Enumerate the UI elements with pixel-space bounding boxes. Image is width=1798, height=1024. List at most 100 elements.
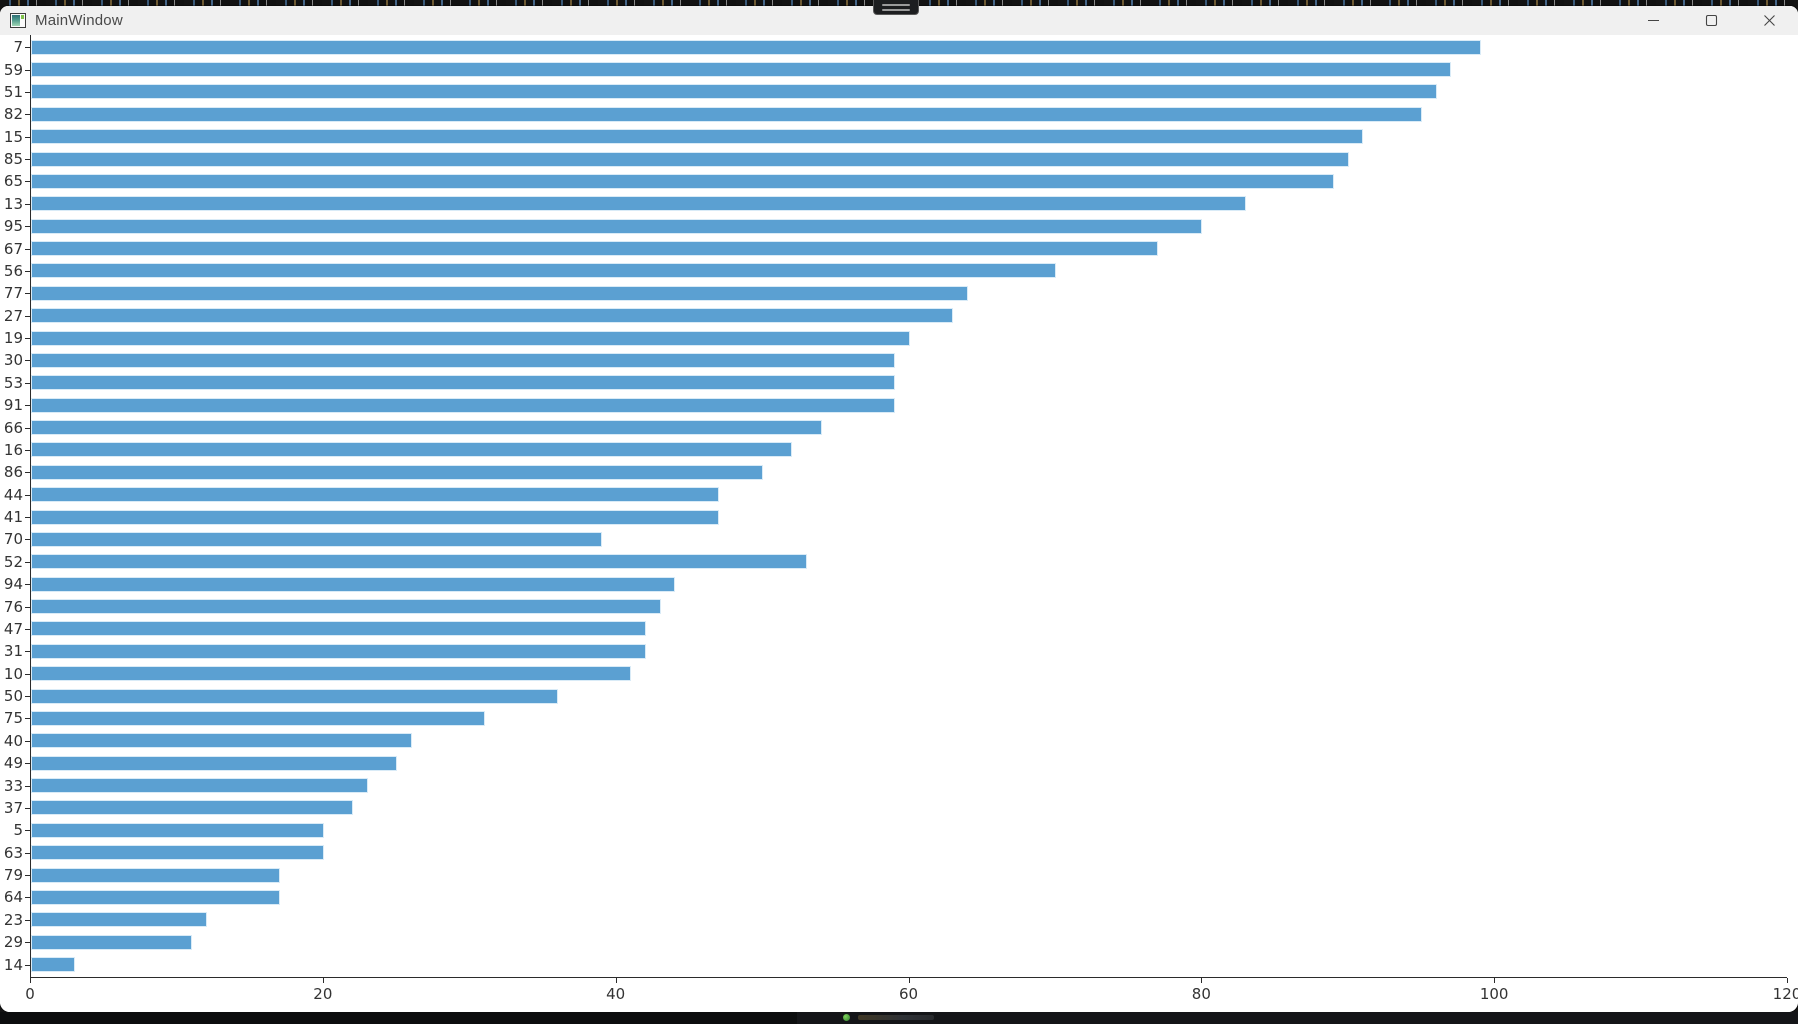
bar-row: 59 — [0, 58, 1798, 80]
y-axis-tick — [25, 584, 30, 586]
x-axis-tick — [1787, 978, 1788, 983]
y-axis-tick — [25, 159, 30, 161]
y-axis-tick — [25, 114, 30, 116]
bar-row: 49 — [0, 752, 1798, 774]
data-bar — [31, 151, 1349, 167]
data-bar — [31, 39, 1481, 55]
bar-row: 29 — [0, 931, 1798, 953]
x-axis-tick-label: 100 — [1479, 985, 1509, 1003]
x-axis-tick — [615, 978, 617, 983]
data-bar — [31, 912, 207, 928]
data-bar — [31, 867, 280, 883]
bar-row: 76 — [0, 595, 1798, 617]
y-axis-tick — [25, 494, 30, 496]
y-axis-tick — [25, 673, 30, 675]
y-axis-tick-label: 23 — [3, 910, 23, 929]
bar-row: 67 — [0, 237, 1798, 259]
data-bar — [31, 173, 1335, 189]
y-axis-tick — [25, 315, 30, 317]
y-axis-tick-label: 76 — [3, 597, 23, 616]
bar-row: 82 — [0, 103, 1798, 125]
bar-row: 53 — [0, 372, 1798, 394]
chart-canvas: 7 59 51 82 15 85 65 13 95 67 56 77 27 19 30 53 91 66 16 86 4… — [0, 35, 1798, 1012]
maximize-icon — [1705, 14, 1717, 27]
x-axis-tick-label: 0 — [25, 985, 35, 1003]
bar-row: 37 — [0, 797, 1798, 819]
y-axis-tick-label: 10 — [3, 664, 23, 683]
bar-row: 30 — [0, 349, 1798, 371]
close-button[interactable] — [1740, 6, 1798, 35]
bar-row: 50 — [0, 685, 1798, 707]
data-bar — [31, 957, 75, 973]
bar-row: 85 — [0, 148, 1798, 170]
taskbar-strip[interactable] — [0, 1012, 1798, 1024]
y-axis-tick — [25, 696, 30, 698]
data-bar — [31, 196, 1247, 212]
y-axis-tick-label: 65 — [3, 172, 23, 191]
maximize-button[interactable] — [1682, 6, 1740, 35]
y-axis-tick-label: 19 — [3, 329, 23, 348]
data-bar — [31, 643, 646, 659]
data-bar — [31, 218, 1203, 234]
y-axis-tick-label: 15 — [3, 127, 23, 146]
data-bar — [31, 129, 1364, 145]
x-axis-tick-label: 20 — [313, 985, 333, 1003]
y-axis-tick — [25, 875, 30, 877]
data-bar — [31, 800, 354, 816]
y-axis-tick-label: 95 — [3, 217, 23, 236]
data-bar — [31, 621, 646, 637]
data-bar — [31, 62, 1452, 78]
data-bar — [31, 487, 720, 503]
y-axis-tick-label: 16 — [3, 440, 23, 459]
grip-line — [882, 8, 910, 11]
minimize-button[interactable] — [1624, 6, 1682, 35]
y-axis-tick-label: 47 — [3, 619, 23, 638]
y-axis-tick — [25, 472, 30, 474]
x-axis-tick-label: 120 — [1772, 985, 1798, 1003]
y-axis-tick-label: 7 — [13, 38, 23, 57]
y-axis-tick-label: 91 — [3, 396, 23, 415]
y-axis-tick — [25, 382, 30, 384]
data-bar — [31, 397, 895, 413]
bar-row: 5 — [0, 819, 1798, 841]
bar-row: 27 — [0, 305, 1798, 327]
data-bar — [31, 442, 793, 458]
x-axis-tick-label: 60 — [898, 985, 919, 1003]
bar-row: 7 — [0, 36, 1798, 58]
bar-row: 94 — [0, 573, 1798, 595]
x-axis-tick — [908, 978, 910, 983]
y-axis-tick-label: 51 — [3, 82, 23, 101]
y-axis-tick — [25, 449, 30, 451]
y-axis-tick-label: 5 — [13, 821, 23, 840]
bar-row: 77 — [0, 282, 1798, 304]
app-window: MainWindow 7 59 51 82 15 85 65 13 95 67 56 77 2 — [0, 6, 1798, 1012]
y-axis-tick-label: 86 — [3, 463, 23, 482]
y-axis-tick-label: 13 — [3, 194, 23, 213]
y-axis-tick — [25, 360, 30, 362]
plot-rows: 7 59 51 82 15 85 65 13 95 67 56 77 27 19 30 53 91 66 16 86 4… — [0, 36, 1798, 976]
y-axis-tick-label: 67 — [3, 239, 23, 258]
y-axis-tick-label: 82 — [3, 105, 23, 124]
data-bar — [31, 599, 661, 615]
bar-row: 51 — [0, 81, 1798, 103]
y-axis-tick — [25, 651, 30, 653]
bar-row: 63 — [0, 842, 1798, 864]
x-axis-tick — [1201, 978, 1203, 983]
data-bar — [31, 845, 324, 861]
y-axis-tick — [25, 785, 30, 787]
bar-row: 31 — [0, 640, 1798, 662]
data-bar — [31, 375, 895, 391]
data-bar — [31, 464, 764, 480]
data-bar — [31, 576, 676, 592]
y-axis-tick-label: 33 — [3, 776, 23, 795]
window-title: MainWindow — [35, 12, 123, 29]
data-bar — [31, 330, 910, 346]
x-axis-tick-label: 80 — [1191, 985, 1211, 1003]
data-bar — [31, 822, 324, 838]
snap-grip-handle[interactable] — [873, 0, 919, 15]
y-axis-tick — [25, 136, 30, 138]
x-axis-tick — [30, 978, 31, 983]
y-axis-tick-label: 52 — [3, 552, 23, 571]
bar-row: 13 — [0, 193, 1798, 215]
y-axis-tick-label: 27 — [3, 306, 23, 325]
